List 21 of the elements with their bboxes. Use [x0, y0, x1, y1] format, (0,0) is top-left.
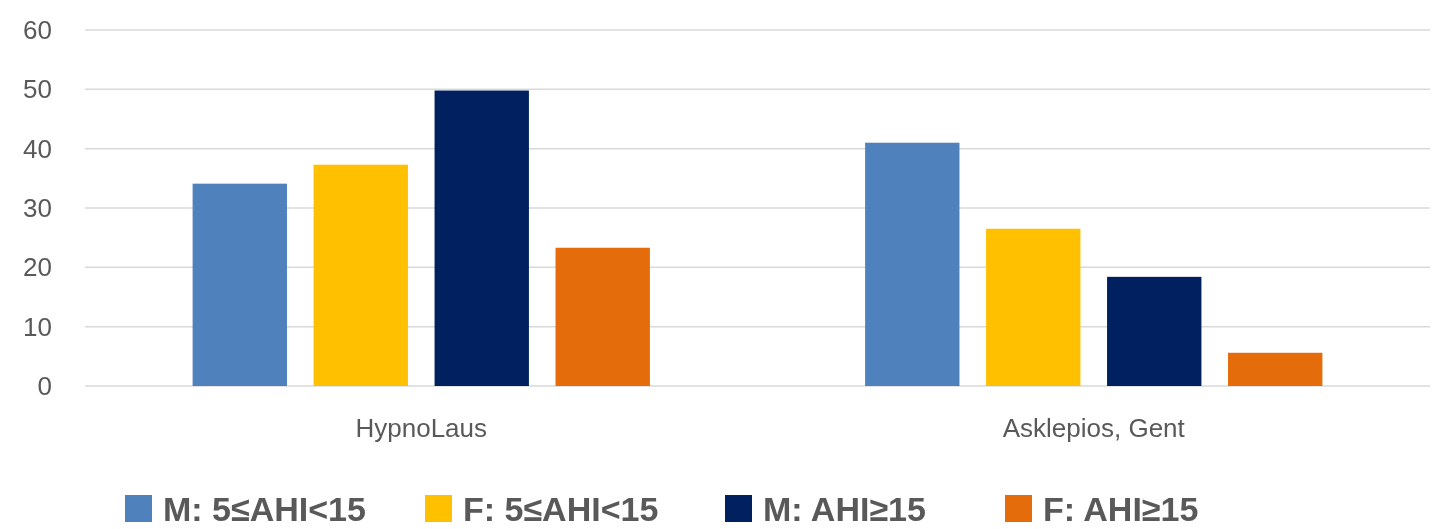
x-tick-label: HypnoLaus [355, 413, 488, 443]
bar [555, 247, 650, 386]
bar [1228, 352, 1323, 386]
legend-label: F: 5≤AHI<15 [463, 490, 659, 528]
y-tick-label: 20 [23, 252, 52, 283]
legend-label: F: AHI≥15 [1043, 490, 1199, 528]
y-tick-label: 60 [23, 15, 52, 46]
bar [986, 228, 1081, 386]
legend-label: M: AHI≥15 [763, 490, 926, 528]
y-tick-label: 50 [23, 74, 52, 105]
bar [192, 183, 287, 386]
y-tick-label: 30 [23, 193, 52, 224]
x-tick-label: Asklepios, Gent [1002, 413, 1186, 443]
y-tick-label: 10 [23, 311, 52, 342]
bar [1107, 276, 1202, 386]
legend-label: M: 5≤AHI<15 [163, 490, 366, 528]
y-tick-label: 0 [37, 371, 52, 402]
bar [865, 142, 960, 386]
y-tick-label: 40 [23, 133, 52, 164]
bar [434, 90, 529, 386]
bar [313, 164, 408, 386]
